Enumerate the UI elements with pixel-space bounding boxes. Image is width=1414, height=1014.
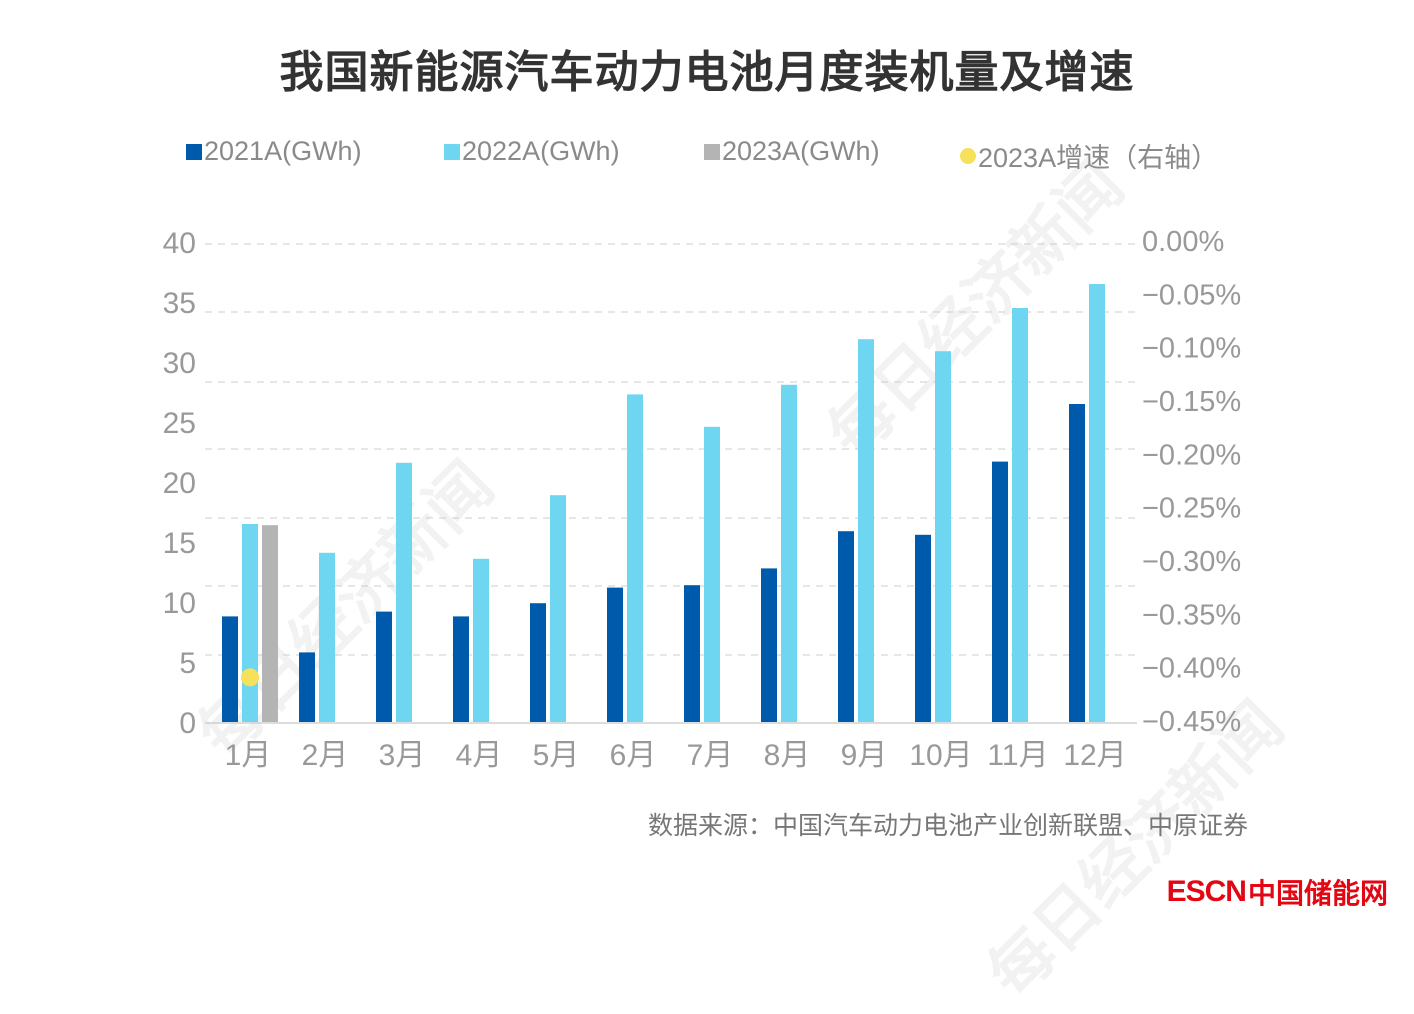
legend-item-2021[interactable]: 2021A(GWh): [186, 136, 362, 167]
legend-label: 2022A(GWh): [462, 136, 620, 166]
bars: [222, 284, 1105, 722]
bar: [915, 534, 931, 722]
y-right-tick-label: 0.00%: [1142, 226, 1224, 258]
bar: [607, 587, 623, 722]
bar: [761, 568, 777, 722]
bar: [550, 495, 566, 722]
x-tick-label: 7月: [687, 739, 734, 772]
x-tick-label: 9月: [841, 739, 888, 772]
bar: [838, 531, 854, 722]
y-right-tick-label: −0.15%: [1142, 386, 1241, 418]
x-tick-label: 10月: [909, 739, 972, 772]
y-right-tick-label: −0.35%: [1142, 599, 1241, 631]
bar: [453, 616, 469, 722]
y-right-tick-label: −0.20%: [1142, 439, 1241, 471]
y-left-tick-label: 25: [163, 407, 196, 440]
legend-label: 2023A(GWh): [722, 136, 880, 166]
y-left-tick-label: 40: [163, 227, 196, 260]
y-axis-left: 0 5 10 15 20 25 30 35 40: [163, 227, 196, 740]
chart-plot: 0 5 10 15 20 25 30 35 40 −0.45% −0.40% −0.35% −0.30…: [163, 226, 1242, 772]
gridlines: [205, 243, 1137, 724]
bar: [1069, 404, 1085, 722]
points: [241, 668, 259, 687]
bar: [1089, 284, 1105, 722]
legend-item-2023-growth[interactable]: 2023A增速（右轴）: [960, 136, 1218, 175]
logo-cn: 中国储能网: [1247, 877, 1388, 910]
x-tick-label: 3月: [379, 739, 426, 772]
y-right-tick-label: −0.45%: [1142, 706, 1241, 738]
bar: [781, 384, 797, 722]
bar: [992, 461, 1008, 722]
y-right-tick-label: −0.10%: [1142, 333, 1241, 365]
y-left-tick-label: 15: [163, 527, 196, 560]
bar: [299, 652, 315, 722]
x-tick-label: 5月: [533, 739, 580, 772]
x-tick-label: 4月: [456, 739, 503, 772]
bar: [627, 394, 643, 722]
bar: [319, 552, 335, 722]
x-tick-label: 8月: [764, 739, 811, 772]
bar: [396, 462, 412, 722]
bar: [242, 524, 258, 722]
escn-logo[interactable]: ESCN 中国储能网: [1167, 872, 1388, 912]
source-note: 数据来源：中国汽车动力电池产业创新联盟、中原证券: [647, 811, 1248, 840]
y-right-tick-label: −0.40%: [1142, 653, 1241, 685]
y-left-tick-label: 30: [163, 347, 196, 380]
y-axis-right: −0.45% −0.40% −0.35% −0.30% −0.25% −0.20% −0.1…: [1142, 226, 1241, 738]
y-right-tick-label: −0.05%: [1142, 279, 1241, 311]
y-left-tick-label: 0: [179, 707, 196, 740]
y-left-tick-label: 10: [163, 587, 196, 620]
x-tick-label: 11月: [987, 739, 1048, 772]
bar: [1012, 308, 1028, 722]
bar: [473, 558, 489, 722]
x-tick-label: 12月: [1063, 739, 1126, 772]
bar: [530, 603, 546, 722]
legend-item-2023[interactable]: 2023A(GWh): [704, 136, 880, 167]
legend-item-2022[interactable]: 2022A(GWh): [444, 136, 620, 167]
legend-swatch-2023: [704, 143, 720, 160]
logo-en: ESCN: [1166, 875, 1247, 908]
x-axis: 1月 2月 3月 4月 5月 6月 7月 8月 9月 10月 11月 12月: [225, 739, 1127, 772]
bar: [684, 585, 700, 722]
legend-swatch-2021: [186, 143, 202, 160]
legend-label: 2021A(GWh): [204, 136, 362, 166]
y-left-tick-label: 20: [163, 467, 196, 500]
bar: [858, 339, 874, 722]
y-right-tick-label: −0.25%: [1142, 493, 1241, 525]
y-left-tick-label: 35: [163, 287, 196, 320]
bar: [222, 616, 238, 722]
y-right-tick-label: −0.30%: [1142, 546, 1241, 578]
x-tick-label: 2月: [302, 739, 349, 772]
x-tick-label: 1月: [225, 739, 272, 772]
x-tick-label: 6月: [610, 739, 657, 772]
bar: [376, 611, 392, 722]
bar: [935, 351, 951, 722]
growth-point: [241, 668, 259, 687]
bar: [704, 426, 720, 722]
legend-swatch-2022: [444, 143, 460, 160]
legend-dot-2023-growth: [960, 147, 976, 164]
bar: [262, 525, 278, 722]
chart-title: 我国新能源汽车动力电池月度装机量及增速: [279, 47, 1135, 98]
y-left-tick-label: 5: [179, 647, 196, 680]
legend-label: 2023A增速（右轴）: [978, 143, 1219, 173]
